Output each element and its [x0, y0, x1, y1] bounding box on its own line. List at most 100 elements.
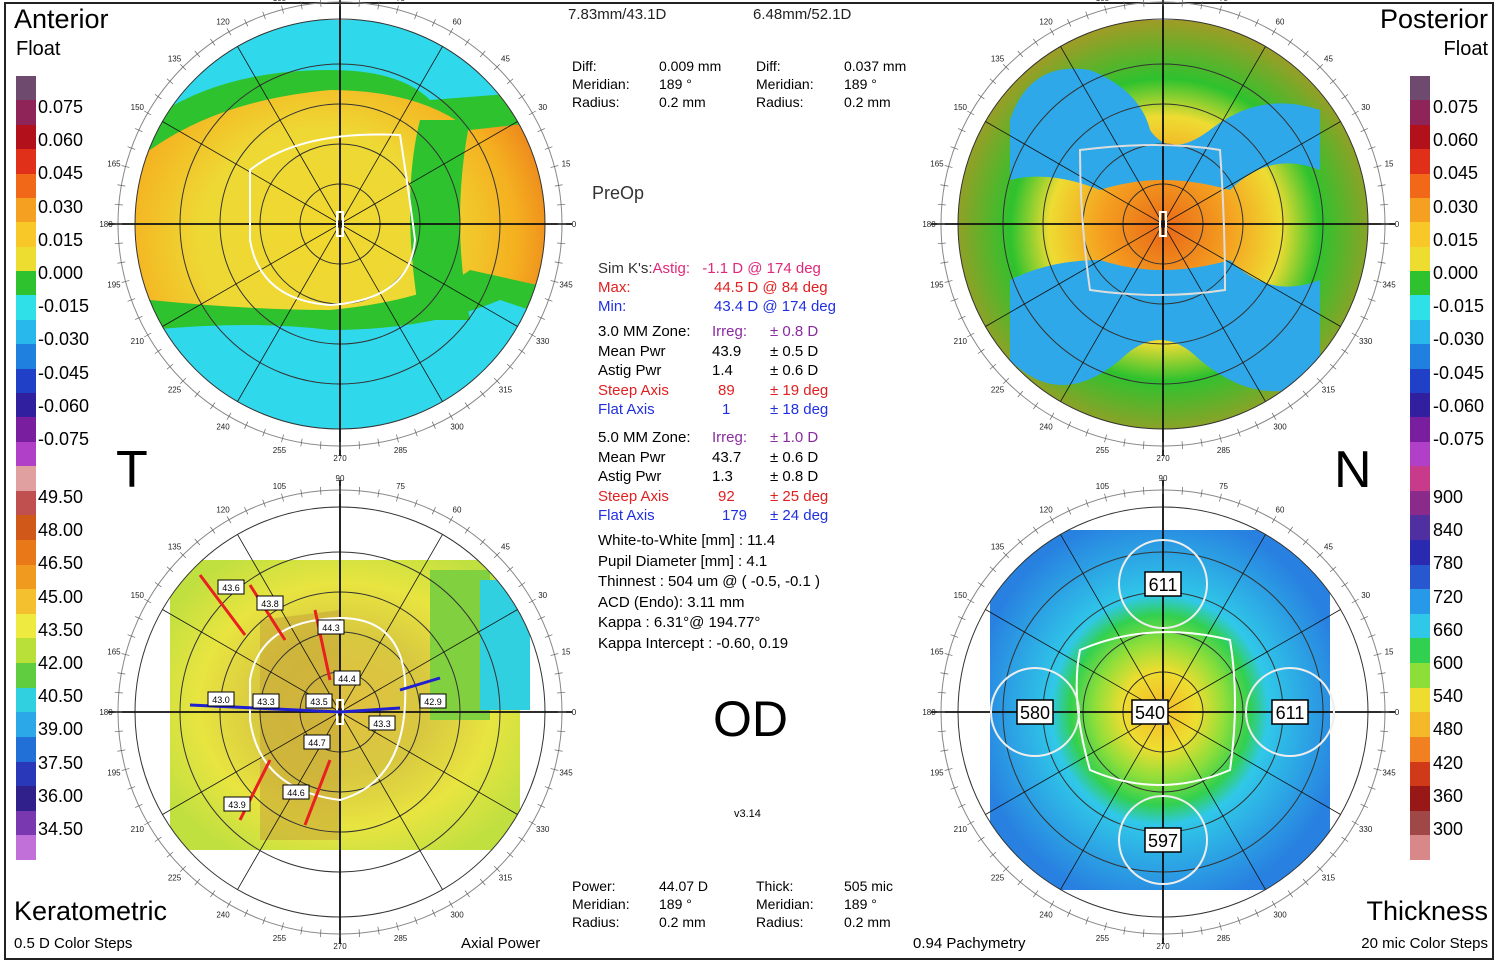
- degree-tick: 60: [1276, 505, 1285, 514]
- degree-tick: 285: [394, 446, 408, 455]
- pupil-outline: [249, 133, 417, 307]
- axial-power-label: Axial Power: [461, 935, 541, 952]
- footer-right-values: 505 mic 189 ° 0.2 mm: [844, 878, 894, 930]
- left-color-scale: [16, 76, 36, 860]
- scale-label: 660: [1433, 619, 1464, 640]
- degree-tick: 255: [273, 934, 287, 943]
- scale-swatch: [16, 124, 36, 150]
- pachy-zone: 611: [1245, 667, 1335, 757]
- degree-tick: 315: [1322, 385, 1336, 394]
- degree-tick: 240: [1039, 423, 1053, 432]
- degree-tick: 165: [930, 647, 944, 656]
- nasal-marker: N: [1334, 441, 1372, 499]
- scale-swatch: [1410, 490, 1430, 516]
- degree-tick: 135: [168, 543, 182, 552]
- scale-swatch: [16, 810, 36, 836]
- kappa: Kappa : 6.31°@ 194.77°: [598, 614, 761, 631]
- degree-tick: 105: [273, 0, 287, 3]
- degree-tick: 180: [922, 708, 936, 717]
- scale-swatch: [16, 271, 36, 296]
- scale-swatch: [16, 663, 36, 688]
- keratometric-title: Keratometric: [14, 896, 168, 926]
- degree-tick: 225: [168, 385, 182, 394]
- degree-tick: 45: [1324, 543, 1333, 552]
- svg-text:611: 611: [1276, 703, 1305, 723]
- degree-tick: 285: [394, 934, 408, 943]
- degree-tick: 255: [273, 446, 287, 455]
- scale-swatch: [16, 295, 36, 320]
- degree-tick: 225: [991, 385, 1005, 394]
- scale-swatch: [16, 564, 36, 590]
- scale-swatch: [1410, 344, 1430, 369]
- zone5-block: 5.0 MM Zone: Irreg: ± 1.0 D Mean Pwr 43.7 ± …: [598, 429, 829, 524]
- degree-tick: 165: [930, 159, 944, 168]
- polar-grid: 0153045607590105120135150165180195210225…: [99, 0, 577, 463]
- scale-label: 45.00: [38, 586, 84, 607]
- scale-label: -0.045: [1433, 362, 1485, 383]
- posterior-title: Posterior: [1379, 4, 1488, 34]
- kerato-value-label: 43.3: [252, 693, 280, 709]
- degree-tick: 210: [131, 825, 145, 834]
- scale-swatch: [16, 515, 36, 540]
- degree-tick: 330: [536, 825, 550, 834]
- scale-swatch: [1410, 835, 1430, 860]
- scale-label: 34.50: [38, 819, 84, 839]
- scale-label: 900: [1433, 487, 1464, 507]
- scale-label: -0.060: [1433, 395, 1485, 416]
- scale-swatch: [16, 712, 36, 737]
- scale-label: 360: [1433, 785, 1464, 806]
- degree-tick: 195: [930, 769, 944, 778]
- svg-text:43.5: 43.5: [310, 697, 328, 707]
- scale-label: 0.060: [1433, 130, 1479, 151]
- scale-swatch: [16, 222, 36, 247]
- scale-swatch: [16, 466, 36, 491]
- scale-swatch: [1410, 173, 1430, 198]
- scale-label: 0.045: [1433, 163, 1479, 184]
- scale-swatch: [16, 368, 36, 393]
- degree-tick: 240: [1039, 911, 1053, 920]
- scale-swatch: [16, 76, 36, 101]
- degree-tick: 15: [562, 159, 571, 168]
- scale-swatch: [16, 100, 36, 125]
- scale-label: 0.015: [38, 229, 84, 250]
- preop-label: PreOp: [592, 183, 645, 203]
- scale-label: 0.000: [38, 263, 84, 283]
- scale-swatch: [1410, 539, 1430, 565]
- temporal-marker: T: [116, 441, 148, 499]
- degree-tick: 345: [1382, 281, 1396, 290]
- degree-tick: 150: [954, 591, 968, 600]
- polar-grid: 0153045607590105120135150165180195210225…: [922, 0, 1400, 463]
- degree-tick: 300: [1273, 423, 1287, 432]
- posterior-subtitle: Float: [1443, 38, 1488, 60]
- pupil-outline: [1078, 144, 1227, 296]
- kerato-value-label: 43.5: [305, 693, 333, 709]
- degree-tick: 165: [107, 159, 121, 168]
- kerato-value-label: 42.9: [419, 693, 447, 709]
- scale-swatch: [16, 319, 36, 345]
- scale-label: -0.030: [38, 329, 90, 350]
- degree-tick: 315: [1322, 873, 1336, 882]
- scale-label: 600: [1433, 653, 1464, 673]
- scale-swatch: [16, 761, 36, 787]
- anterior-title: Anterior: [14, 4, 109, 34]
- kerato-value-label: 43.0: [207, 691, 235, 707]
- kerato-value-label: 44.4: [333, 670, 361, 686]
- degree-tick: 255: [1096, 446, 1110, 455]
- degree-tick: 195: [107, 281, 121, 290]
- scale-swatch: [16, 197, 36, 223]
- misc-metrics: White-to-White [mm] : 11.4 Pupil Diamete…: [598, 531, 820, 654]
- scale-swatch: [16, 417, 36, 442]
- footer-left-values: 44.07 D 189 ° 0.2 mm: [659, 878, 709, 930]
- scale-swatch: [1410, 466, 1430, 491]
- diff-left-labels: Diff: Meridian: Radius:: [572, 58, 630, 110]
- scale-swatch: [1410, 271, 1430, 296]
- degree-tick: 300: [450, 911, 464, 920]
- scale-label: -0.075: [1433, 429, 1485, 449]
- svg-text:43.6: 43.6: [222, 583, 240, 593]
- scale-swatch: [16, 392, 36, 418]
- degree-tick: 165: [107, 647, 121, 656]
- axis-line: [198, 574, 247, 636]
- degree-tick: 150: [131, 103, 145, 112]
- scale-swatch: [1410, 76, 1430, 101]
- scale-swatch: [1410, 149, 1430, 174]
